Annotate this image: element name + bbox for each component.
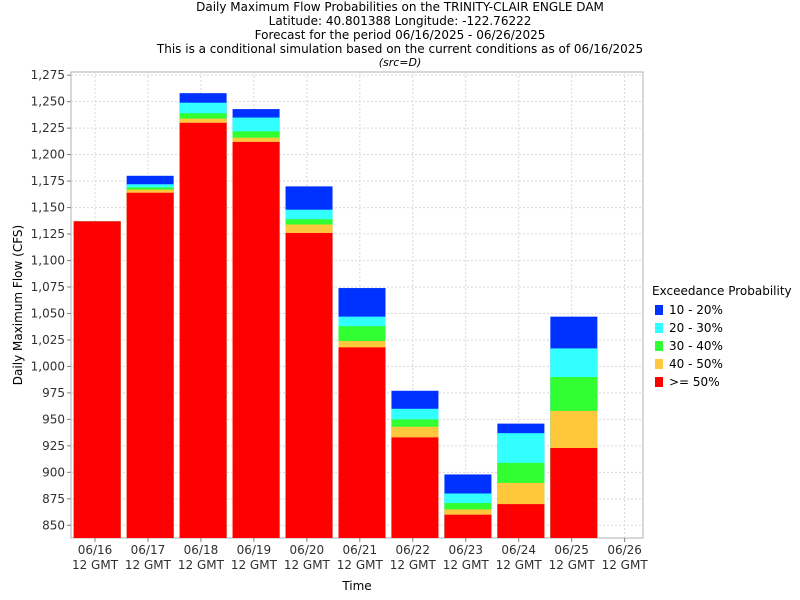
y-tick-label: 900 (42, 465, 65, 479)
legend-swatch (655, 305, 663, 315)
y-tick-label: 850 (42, 518, 65, 532)
legend-label: >= 50% (669, 375, 720, 389)
x-tick-label-date: 06/24 (501, 543, 536, 557)
x-tick-label-date: 06/21 (343, 543, 378, 557)
legend-swatch (655, 323, 663, 333)
bar-segment (232, 141, 280, 538)
legend-label: 10 - 20% (669, 303, 723, 317)
x-tick-label-time: 12 GMT (231, 558, 278, 572)
x-tick-label-date: 06/22 (395, 543, 430, 557)
x-tick-label-time: 12 GMT (390, 558, 437, 572)
y-tick-label: 1,100 (31, 254, 65, 268)
legend-label: 40 - 50% (669, 357, 723, 371)
legend-swatch (655, 341, 663, 351)
bar-segment (391, 437, 439, 538)
chart-source: (src=D) (378, 56, 422, 69)
x-tick-label-time: 12 GMT (443, 558, 490, 572)
x-tick-label-date: 06/17 (131, 543, 166, 557)
x-tick-label-time: 12 GMT (549, 558, 596, 572)
x-tick-label-date: 06/18 (184, 543, 219, 557)
x-tick-label-time: 12 GMT (337, 558, 384, 572)
bar-segment (179, 122, 227, 538)
x-tick-label-time: 12 GMT (496, 558, 543, 572)
legend-swatch (655, 377, 663, 387)
legend-item: 10 - 20% (652, 301, 792, 319)
x-tick-label-time: 12 GMT (72, 558, 119, 572)
x-tick-label-time: 12 GMT (125, 558, 172, 572)
legend-item: 40 - 50% (652, 355, 792, 373)
legend-item: >= 50% (652, 373, 792, 391)
x-tick-label-date: 06/19 (237, 543, 272, 557)
legend-swatch (655, 359, 663, 369)
x-axis-label: Time (341, 579, 371, 593)
y-tick-label: 1,000 (31, 359, 65, 373)
x-tick-label-date: 06/26 (607, 543, 642, 557)
y-tick-label: 1,025 (31, 333, 65, 347)
x-tick-label-date: 06/23 (448, 543, 483, 557)
bar-segment (285, 232, 333, 538)
y-tick-label: 950 (42, 412, 65, 426)
legend-label: 30 - 40% (669, 339, 723, 353)
bar-segment (338, 347, 386, 538)
x-tick-label-time: 12 GMT (602, 558, 649, 572)
x-tick-label-time: 12 GMT (284, 558, 331, 572)
y-tick-label: 1,175 (31, 174, 65, 188)
y-tick-label: 1,200 (31, 148, 65, 162)
x-tick-label-date: 06/16 (78, 543, 113, 557)
y-tick-label: 1,150 (31, 201, 65, 215)
x-tick-label-date: 06/25 (554, 543, 589, 557)
legend-title: Exceedance Probability (652, 284, 792, 298)
y-tick-label: 1,225 (31, 121, 65, 135)
chart-subtitle-period: Forecast for the period 06/16/2025 - 06/… (254, 28, 546, 42)
y-tick-label: 1,125 (31, 227, 65, 241)
y-tick-label: 875 (42, 492, 65, 506)
bar-segment (73, 221, 121, 538)
x-tick-label-time: 12 GMT (178, 558, 225, 572)
legend-item: 30 - 40% (652, 337, 792, 355)
bar-segment (126, 192, 174, 538)
chart-subtitle-location: Latitude: 40.801388 Longitude: -122.7622… (268, 14, 532, 28)
bar-segment (497, 504, 545, 538)
y-tick-label: 925 (42, 439, 65, 453)
bar-segment (444, 514, 492, 538)
y-tick-label: 975 (42, 386, 65, 400)
y-tick-label: 1,050 (31, 306, 65, 320)
legend: Exceedance Probability 10 - 20% 20 - 30% 3… (652, 284, 792, 391)
legend-item: 20 - 30% (652, 319, 792, 337)
chart-titles: Daily Maximum Flow Probabilities on the … (0, 0, 800, 70)
x-tick-label-date: 06/20 (290, 543, 325, 557)
chart-subtitle-conditions: This is a conditional simulation based o… (156, 42, 644, 56)
chart-title: Daily Maximum Flow Probabilities on the … (196, 0, 604, 14)
y-tick-label: 1,075 (31, 280, 65, 294)
y-axis-label: Daily Maximum Flow (CFS) (11, 225, 25, 385)
bar-segment (550, 447, 598, 538)
y-tick-label: 1,275 (31, 68, 65, 82)
y-tick-label: 1,250 (31, 95, 65, 109)
legend-label: 20 - 30% (669, 321, 723, 335)
